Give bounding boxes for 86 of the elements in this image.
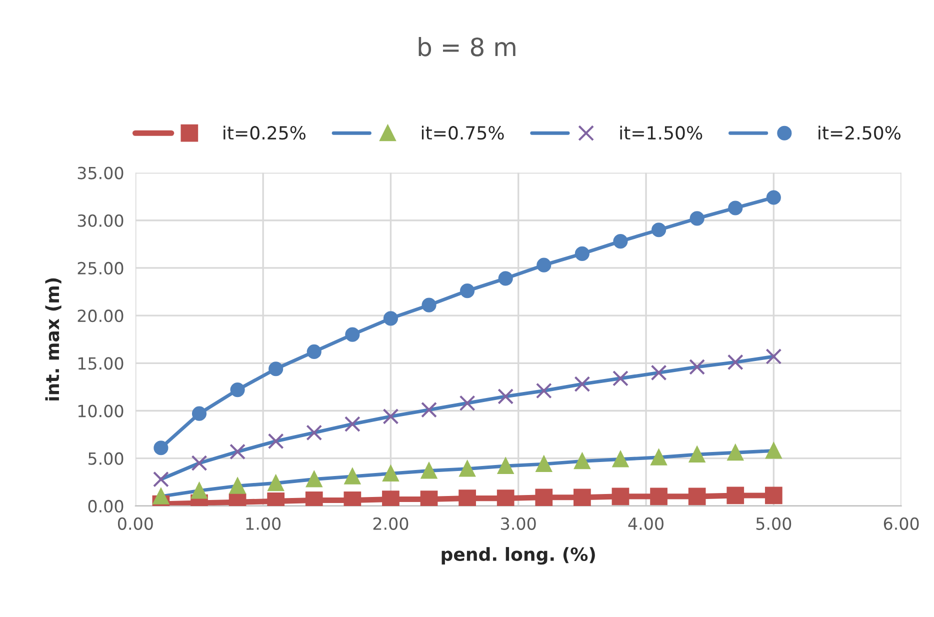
point: [421, 462, 438, 479]
point: [536, 456, 552, 472]
point: [268, 362, 284, 376]
point: [764, 486, 782, 504]
x-tick-label: 6.00: [884, 517, 919, 530]
point: [574, 488, 591, 506]
point: [230, 444, 246, 460]
y-tick-label: 30.00: [78, 214, 124, 227]
point: [613, 234, 628, 249]
point: [344, 468, 360, 484]
point: [766, 348, 782, 364]
y-tick-label: 20.00: [78, 310, 124, 322]
point: [422, 298, 436, 312]
point: [689, 358, 706, 375]
point: [268, 475, 284, 492]
point: [766, 190, 781, 205]
point: [690, 211, 704, 226]
point: [650, 488, 668, 506]
point: [612, 451, 628, 468]
point: [230, 382, 245, 398]
point: [152, 471, 169, 488]
point: [421, 402, 438, 418]
point: [306, 424, 322, 441]
point: [458, 490, 476, 506]
point: [689, 446, 706, 463]
point: [728, 200, 743, 216]
point: [420, 490, 438, 506]
point: [536, 258, 552, 272]
point: [192, 406, 207, 421]
point: [344, 416, 360, 432]
point: [306, 344, 322, 360]
point: [154, 440, 168, 456]
point: [498, 271, 513, 286]
point: [152, 488, 169, 504]
point: [459, 460, 476, 477]
point: [574, 376, 590, 392]
y-tick-label: 25.00: [78, 262, 124, 275]
point: [688, 488, 706, 506]
x-tick-label: 0.00: [118, 517, 153, 530]
point: [651, 222, 666, 238]
x-tick-label: 3.00: [501, 517, 536, 530]
y-tick-label: 10.00: [78, 404, 124, 418]
point: [612, 488, 630, 506]
point: [191, 482, 208, 499]
point: [612, 370, 628, 386]
point: [383, 311, 398, 326]
point: [382, 466, 399, 482]
point: [344, 492, 362, 506]
point: [230, 478, 246, 494]
legend-label: it=2.50%: [818, 126, 900, 140]
chart-title: b = 8 m: [418, 37, 516, 56]
point: [498, 458, 514, 474]
point: [650, 364, 667, 381]
point: [382, 490, 400, 506]
point: [498, 388, 514, 404]
point: [574, 246, 590, 261]
legend-label: it=0.75%: [422, 126, 504, 140]
legend-label: it=1.50%: [620, 126, 702, 140]
point: [382, 408, 399, 424]
point: [305, 492, 323, 506]
x-tick-label: 1.00: [246, 517, 281, 530]
x-tick-label: 5.00: [756, 517, 792, 530]
point: [727, 444, 744, 461]
point: [268, 433, 284, 450]
point: [460, 284, 475, 298]
y-tick-label: 5.00: [88, 452, 124, 465]
y-tick-label: 0.00: [88, 500, 124, 513]
point: [496, 490, 514, 506]
point: [726, 486, 744, 504]
point: [727, 354, 744, 370]
point: [766, 442, 782, 459]
y-tick-label: 35.00: [78, 166, 124, 180]
x-axis-title: pend. long. (%): [442, 547, 595, 565]
x-tick-label: 2.00: [373, 517, 408, 530]
point: [536, 382, 552, 399]
y-tick-label: 15.00: [78, 357, 124, 370]
legend-label: it=0.25%: [224, 126, 306, 140]
point: [345, 327, 360, 342]
point: [650, 449, 667, 466]
point: [459, 395, 476, 412]
point: [535, 488, 553, 506]
point: [191, 455, 208, 472]
x-tick-label: 4.00: [628, 517, 664, 530]
point: [574, 453, 590, 470]
point: [306, 471, 322, 488]
y-axis-title: int. max (m): [45, 278, 62, 400]
